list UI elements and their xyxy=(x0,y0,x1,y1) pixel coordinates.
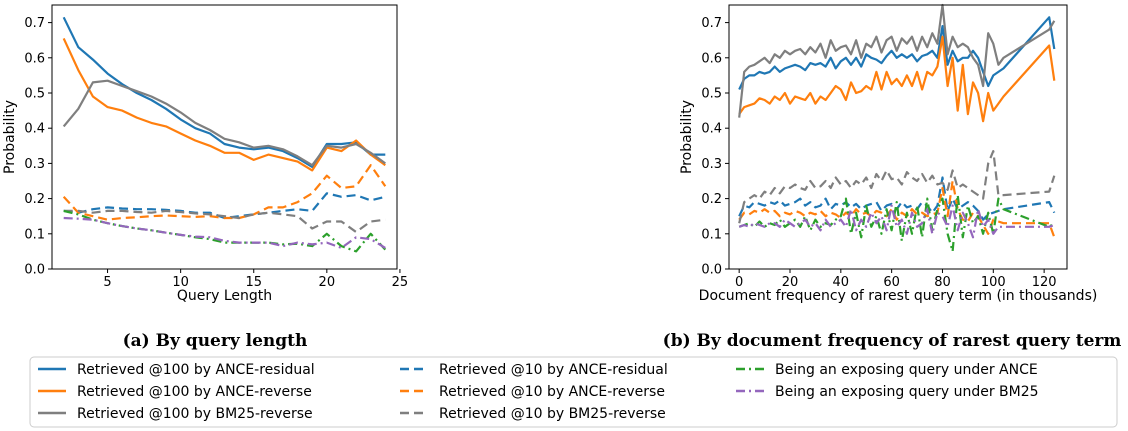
plot-frame xyxy=(728,4,1068,270)
y-tick-label: 0.6 xyxy=(701,51,722,66)
series-line-2 xyxy=(62,79,386,167)
y-tick-label: 0.7 xyxy=(24,16,45,31)
series-line-7 xyxy=(63,216,386,249)
x-tick-label: 120 xyxy=(1032,275,1057,290)
legend-label-5: Retrieved @10 by BM25-reverse xyxy=(439,406,666,422)
x-tick-label: 0 xyxy=(735,275,743,290)
chart-panel-document-frequency: 0 20 40 60 80 100 120 0.0 0.1 0.2 0.3 0.4 0.5 0.6 0.7 D… xyxy=(679,3,1098,304)
series-line-3 xyxy=(63,192,386,220)
x-tick-label: 15 xyxy=(245,275,262,290)
y-tick-label: 0.5 xyxy=(701,87,722,102)
x-tick-label: 20 xyxy=(319,275,336,290)
x-tick-label: 60 xyxy=(883,275,900,290)
series-line-7 xyxy=(738,204,1055,239)
x-tick-label: 25 xyxy=(392,275,409,290)
legend-label-7: Being an exposing query under BM25 xyxy=(775,384,1039,400)
y-tick-label: 0.4 xyxy=(701,122,722,137)
x-tick-label: 100 xyxy=(981,275,1006,290)
y-tick-label: 0.4 xyxy=(24,122,45,137)
series-line-3 xyxy=(738,176,1056,221)
y-tick-label: 0.3 xyxy=(701,157,722,172)
legend-label-6: Being an exposing query under ANCE xyxy=(775,362,1038,378)
y-tick-label: 0.7 xyxy=(701,16,722,31)
y-tick-label: 0.0 xyxy=(701,263,722,278)
series-line-1 xyxy=(738,35,1056,123)
y-tick-label: 0.2 xyxy=(701,192,722,207)
y-tick-label: 0.3 xyxy=(24,157,45,172)
legend-label-4: Retrieved @10 by ANCE-reverse xyxy=(439,384,665,400)
caption-a: (a) By query length xyxy=(123,331,308,351)
series-line-5 xyxy=(738,150,1056,224)
series-line-0 xyxy=(738,16,1056,90)
y-tick-label: 0.1 xyxy=(701,227,722,242)
y-axis-label: Probability xyxy=(679,100,695,174)
plot-frame xyxy=(51,4,398,270)
legend-label-2: Retrieved @100 by BM25-reverse xyxy=(77,406,313,422)
x-axis-label: Document frequency of rarest query term … xyxy=(699,288,1098,304)
series-line-4 xyxy=(62,164,387,221)
legend-label-1: Retrieved @100 by ANCE-reverse xyxy=(77,384,312,400)
chart-panel-query-length: 5 10 15 20 25 0.0 0.1 0.2 0.3 0.4 0.5 0.6 0.7 Query L… xyxy=(2,4,409,304)
series-line-5 xyxy=(63,209,386,234)
x-tick-label: 40 xyxy=(833,275,850,290)
y-axis-label: Probability xyxy=(2,100,18,174)
series-line-1 xyxy=(62,37,386,172)
y-tick-label: 0.5 xyxy=(24,87,45,102)
legend-label-0: Retrieved @100 by ANCE-residual xyxy=(77,362,315,378)
y-tick-label: 0.0 xyxy=(24,263,45,278)
legend: Retrieved @100 by ANCE-residual Retrieved… xyxy=(29,356,1118,428)
series-line-0 xyxy=(62,16,386,168)
x-axis-label: Query Length xyxy=(177,288,272,304)
series-line-2 xyxy=(738,3,1056,118)
x-tick-label: 20 xyxy=(782,275,799,290)
series-line-4 xyxy=(738,179,1056,238)
series-line-6 xyxy=(738,194,1055,253)
y-tick-label: 0.2 xyxy=(24,192,45,207)
x-tick-label: 10 xyxy=(172,275,189,290)
caption-b: (b) By document frequency of rarest quer… xyxy=(663,331,1122,351)
y-tick-label: 0.6 xyxy=(24,51,45,66)
legend-label-3: Retrieved @10 by ANCE-residual xyxy=(439,362,668,378)
y-tick-label: 0.1 xyxy=(24,227,45,242)
x-tick-label: 80 xyxy=(934,275,951,290)
legend-frame xyxy=(29,356,1118,428)
x-tick-label: 5 xyxy=(103,275,111,290)
